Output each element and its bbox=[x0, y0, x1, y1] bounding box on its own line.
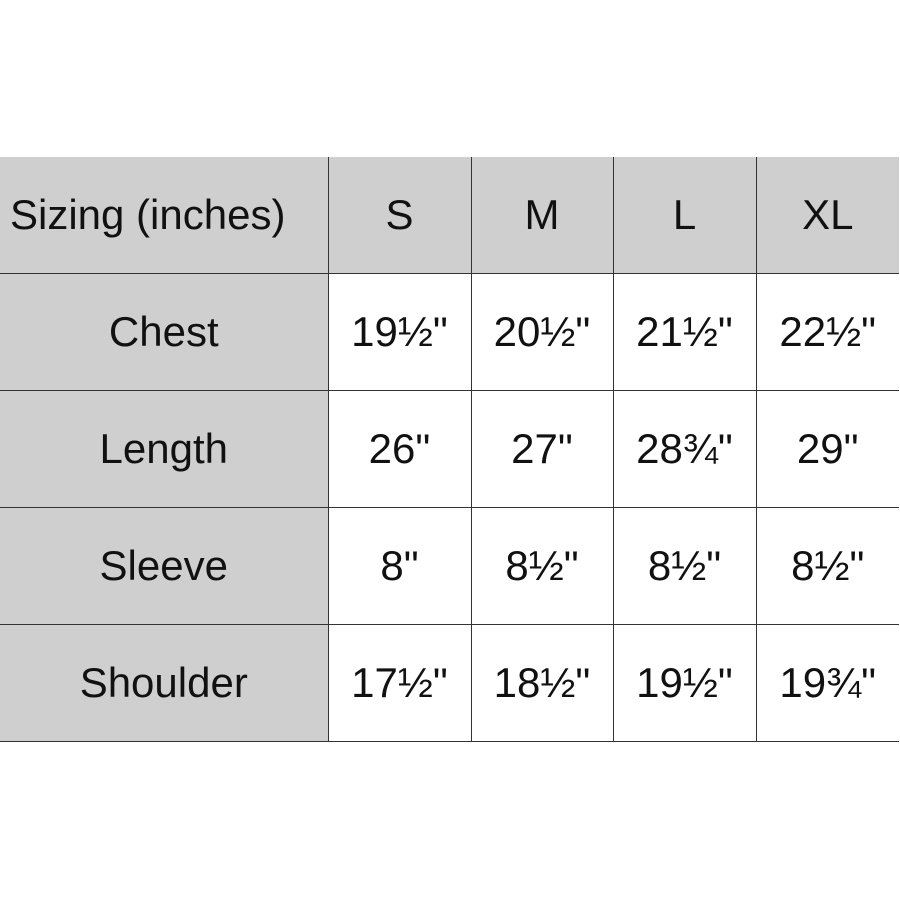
table-cell: 19¾" bbox=[755, 624, 899, 742]
table-cell: 19½" bbox=[327, 273, 472, 391]
table-cell: 20½" bbox=[470, 273, 614, 391]
row-label-length: Length bbox=[0, 390, 329, 508]
table-cell: 21½" bbox=[612, 273, 757, 391]
table-row: Length 26" 27" 28¾" 29" bbox=[0, 390, 899, 508]
table-cell: 17½" bbox=[327, 624, 472, 742]
table-cell: 19½" bbox=[612, 624, 757, 742]
table-cell: 8½" bbox=[470, 507, 614, 625]
size-chart-table: Sizing (inches) S M L XL Chest 19½" 20½"… bbox=[0, 157, 899, 742]
table-cell: 22½" bbox=[755, 273, 899, 391]
header-size-xl: XL bbox=[755, 157, 899, 274]
table-row: Chest 19½" 20½" 21½" 22½" bbox=[0, 273, 899, 391]
header-size-s: S bbox=[327, 157, 472, 274]
header-sizing: Sizing (inches) bbox=[0, 157, 329, 274]
table-row: Shoulder 17½" 18½" 19½" 19¾" bbox=[0, 624, 899, 742]
header-row: Sizing (inches) S M L XL bbox=[0, 157, 899, 274]
table-cell: 8" bbox=[327, 507, 472, 625]
table-cell: 8½" bbox=[755, 507, 899, 625]
table-cell: 8½" bbox=[612, 507, 757, 625]
table-cell: 28¾" bbox=[612, 390, 757, 508]
row-label-sleeve: Sleeve bbox=[0, 507, 329, 625]
header-size-l: L bbox=[612, 157, 757, 274]
table-cell: 27" bbox=[470, 390, 614, 508]
table-row: Sleeve 8" 8½" 8½" 8½" bbox=[0, 507, 899, 625]
table-cell: 26" bbox=[327, 390, 472, 508]
table-cell: 29" bbox=[755, 390, 899, 508]
header-size-m: M bbox=[470, 157, 614, 274]
row-label-shoulder: Shoulder bbox=[0, 624, 329, 742]
table-cell: 18½" bbox=[470, 624, 614, 742]
row-label-chest: Chest bbox=[0, 273, 329, 391]
